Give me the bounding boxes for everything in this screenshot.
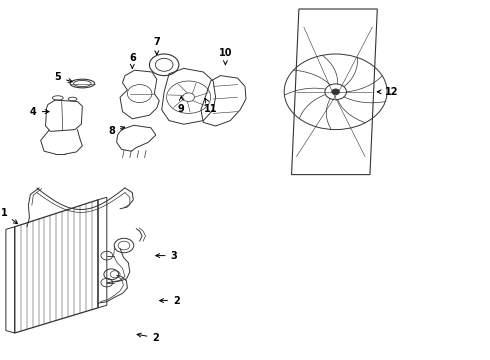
Text: 6: 6 — [129, 53, 136, 68]
Text: 1: 1 — [0, 208, 18, 224]
Text: 5: 5 — [54, 72, 72, 82]
Text: 8: 8 — [108, 126, 124, 136]
Text: 11: 11 — [204, 98, 218, 114]
Text: 2: 2 — [137, 333, 159, 343]
Text: 4: 4 — [30, 107, 49, 117]
Text: 12: 12 — [377, 87, 399, 97]
Text: 2: 2 — [160, 296, 180, 306]
Text: 3: 3 — [156, 251, 177, 261]
Text: 10: 10 — [219, 48, 232, 64]
Text: 7: 7 — [153, 37, 160, 55]
Text: 9: 9 — [178, 96, 185, 114]
Circle shape — [332, 89, 340, 95]
